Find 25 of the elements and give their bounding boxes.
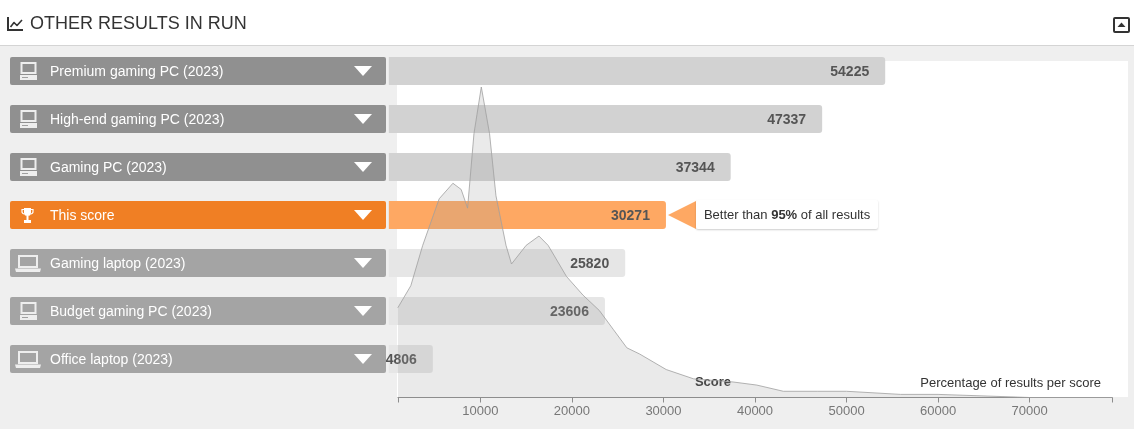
y-tick-label: Office laptop (2023) <box>50 351 173 367</box>
data-label: 4806 <box>385 351 418 367</box>
data-label: 23606 <box>549 303 590 319</box>
y-axis-title: Percentage of results per score <box>920 374 1101 390</box>
text: OTHER RESULTS IN RUN <box>30 13 247 33</box>
data-label: 47337 <box>767 111 807 127</box>
data-label: 30271 <box>611 207 651 223</box>
annotation: Better than 95% of all results <box>703 207 871 222</box>
y-tick-label: High-end gaming PC (2023) <box>50 111 225 127</box>
x-tick-label: 70000 <box>1011 402 1048 418</box>
data-label: 25820 <box>570 255 610 271</box>
data-label: 37344 <box>675 159 715 175</box>
x-axis-title: Score <box>694 373 732 389</box>
y-tick-label: Gaming laptop (2023) <box>50 255 186 271</box>
x-tick-label: 30000 <box>645 402 682 418</box>
x-tick-label: 40000 <box>736 402 774 418</box>
y-tick-label: Gaming PC (2023) <box>50 159 167 175</box>
x-tick-label: 50000 <box>828 402 865 418</box>
x-tick-label: 20000 <box>553 402 590 418</box>
y-tick-label: Budget gaming PC (2023) <box>50 303 212 319</box>
x-tick-label: 60000 <box>920 402 957 418</box>
x-tick-label: 10000 <box>462 402 499 418</box>
y-tick-label: Premium gaming PC (2023) <box>50 63 224 79</box>
data-label: 54225 <box>830 63 870 79</box>
y-tick-label: This score <box>50 207 115 223</box>
